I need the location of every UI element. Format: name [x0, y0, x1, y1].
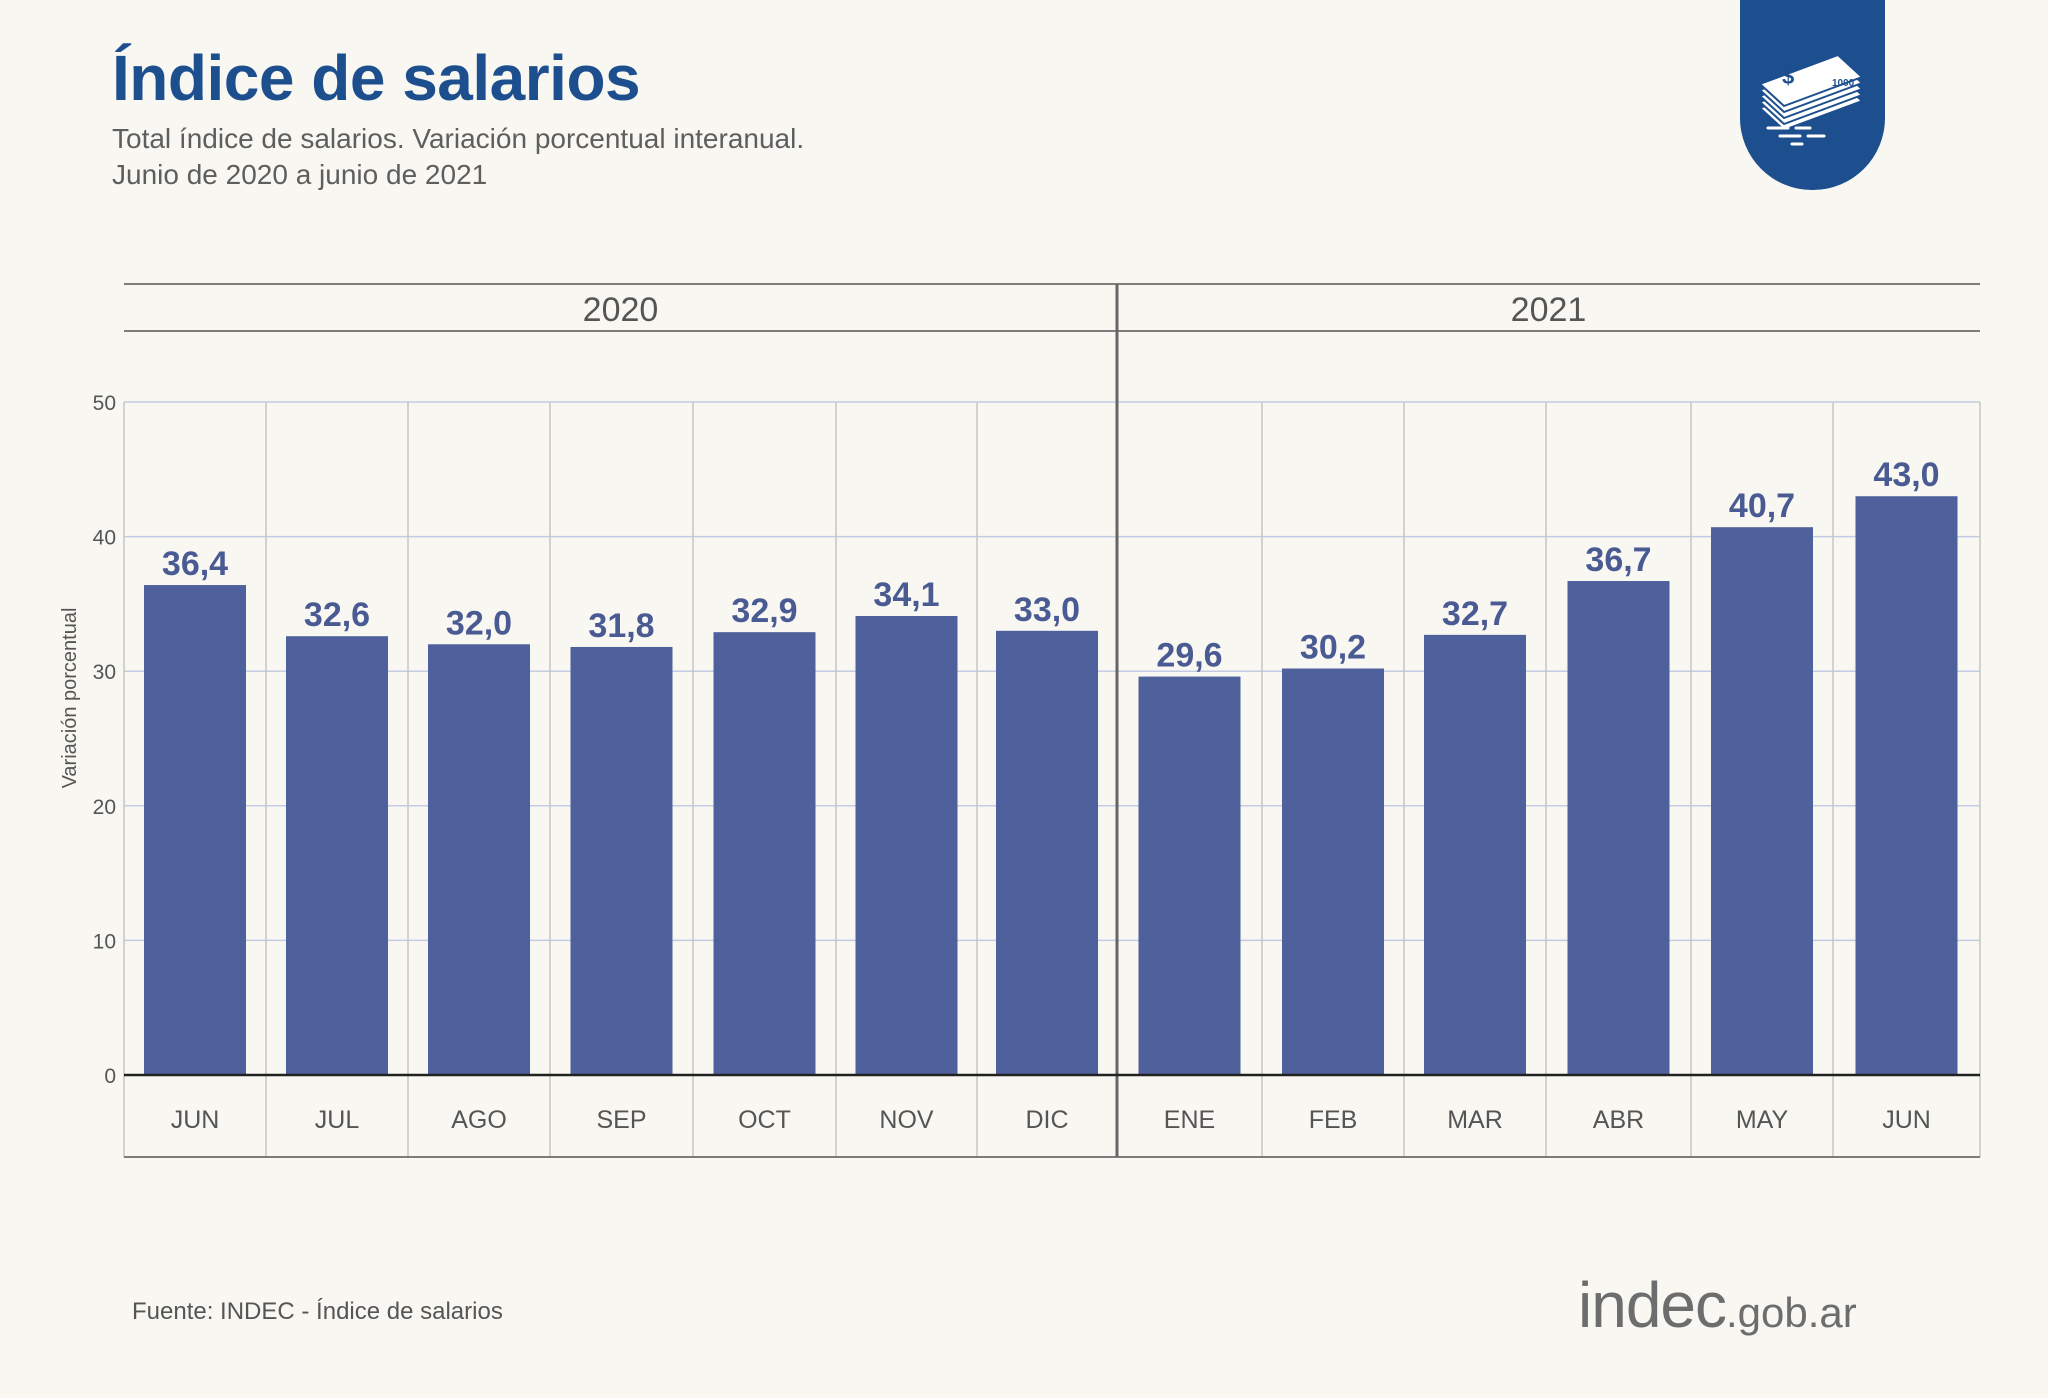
year-label: 2021 [1511, 291, 1587, 329]
bar-value-label: 33,0 [1014, 591, 1080, 629]
bar [996, 630, 1098, 1075]
bar-value-label: 32,0 [446, 604, 512, 642]
subtitle-line-1: Total índice de salarios. Variación porc… [112, 123, 805, 154]
bar-value-label: 31,8 [588, 607, 654, 645]
bar-value-label: 32,7 [1442, 595, 1508, 633]
money-stack-badge: $ 1000 [1740, 0, 1885, 190]
bar-value-label: 34,1 [873, 576, 939, 614]
bar-value-label: 30,2 [1300, 629, 1366, 667]
bar [855, 616, 958, 1075]
x-tick-label: DIC [1025, 1106, 1068, 1134]
x-tick-label: MAY [1736, 1106, 1789, 1134]
chart-subtitle: Total índice de salarios. Variación porc… [112, 121, 804, 193]
x-tick-label: JUN [1882, 1106, 1931, 1134]
frame-layer [124, 283, 1980, 1158]
bar-value-label: 32,9 [731, 592, 797, 630]
y-tick-label: 40 [93, 527, 116, 550]
logo-suffix: .gob.ar [1726, 1289, 1857, 1336]
y-tick-label: 0 [104, 1065, 116, 1088]
x-tick-label: OCT [738, 1106, 791, 1134]
bar [1138, 676, 1241, 1075]
x-tick-label: FEB [1309, 1106, 1358, 1134]
bar [713, 632, 816, 1075]
x-tick-label: ABR [1593, 1106, 1644, 1134]
logo-main: indec [1578, 1269, 1727, 1341]
x-tick-label: NOV [879, 1106, 934, 1134]
bar [1711, 527, 1813, 1075]
subtitle-line-2: Junio de 2020 a junio de 2021 [112, 159, 488, 190]
source-note: Fuente: INDEC - Índice de salarios [132, 1298, 503, 1325]
bar [428, 644, 530, 1075]
money-stack-icon: $ 1000 [1758, 53, 1864, 146]
bar [1282, 668, 1384, 1075]
currency-symbol: $ [1782, 64, 1794, 89]
bar-value-label: 40,7 [1729, 487, 1795, 525]
y-tick-label: 20 [93, 796, 116, 819]
year-label: 2020 [583, 291, 659, 329]
chart-title: Índice de salarios [112, 42, 641, 114]
y-tick-label: 30 [93, 661, 116, 684]
x-tick-label: MAR [1447, 1106, 1503, 1134]
bar-value-label: 36,4 [162, 545, 228, 583]
bar [1567, 581, 1670, 1075]
x-tick-label: SEP [596, 1106, 646, 1134]
bar [570, 646, 673, 1075]
indec-logo[interactable]: indec.gob.ar [1578, 1268, 1857, 1342]
x-tick-label: JUN [171, 1106, 220, 1134]
x-tick-label: JUL [315, 1106, 360, 1134]
x-tick-label: AGO [451, 1106, 507, 1134]
bar [1855, 496, 1958, 1076]
bar-value-label: 29,6 [1156, 637, 1222, 675]
label-layer: 0 10 20 30 40 50 2020 2021 36,4 JUN 32,6 JUL 32,0 AGO… [59, 291, 1940, 1134]
bar-value-label: 43,0 [1873, 456, 1939, 494]
bar-layer [144, 496, 1958, 1076]
y-tick-label: 50 [93, 392, 116, 415]
bar [286, 636, 388, 1075]
x-tick-label: ENE [1164, 1106, 1215, 1134]
bar-value-label: 32,6 [304, 596, 370, 634]
bar [144, 585, 246, 1075]
bar [1424, 634, 1526, 1075]
note-value: 1000 [1832, 78, 1855, 89]
bar-value-label: 36,7 [1585, 541, 1651, 579]
y-axis-title: Variación porcentual [59, 608, 81, 789]
y-tick-label: 10 [93, 930, 116, 953]
